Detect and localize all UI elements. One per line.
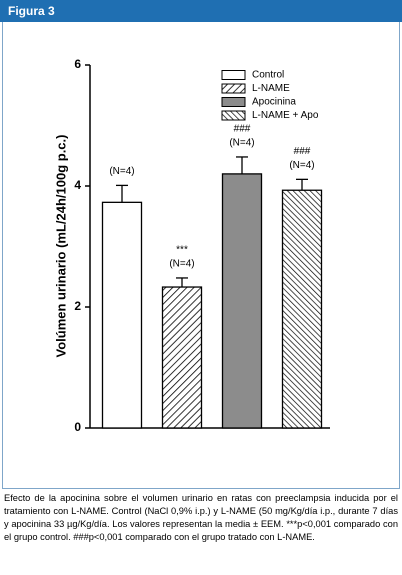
figure-frame [2, 22, 400, 489]
n-label: (N=4) [289, 160, 314, 171]
n-label: (N=4) [229, 138, 254, 149]
significance-label: *** [176, 245, 188, 256]
chart: Volúmen urinario (mL/24h/100g p.c.) 0 2 4 6… [53, 57, 330, 434]
caption: Efecto de la apocinina sobre el volumen … [4, 493, 398, 542]
y-tick-label: 0 [74, 420, 81, 434]
bar [281, 189, 323, 429]
bar [101, 201, 143, 429]
legend-label: Apocinina [252, 97, 296, 108]
bar [221, 173, 263, 429]
bar [161, 286, 203, 429]
n-label: (N=4) [109, 166, 134, 177]
significance-label: ### [234, 124, 251, 135]
legend-swatch [221, 110, 246, 121]
y-axis-label: Volúmen urinario (mL/24h/100g p.c.) [53, 135, 68, 358]
legend-swatch [221, 70, 246, 80]
legend-label: L-NAME [252, 83, 290, 94]
y-tick-label: 2 [74, 299, 81, 313]
legend-label: L-NAME + Apo [252, 110, 319, 121]
legend-swatch [221, 97, 246, 107]
legend-swatch [221, 83, 246, 94]
n-label: (N=4) [169, 259, 194, 270]
y-tick-label: 6 [74, 57, 81, 71]
figure-header: Figura 3 [0, 0, 402, 22]
y-tick-label: 4 [74, 178, 81, 192]
legend-label: Control [252, 70, 284, 81]
significance-label: ### [294, 146, 311, 157]
